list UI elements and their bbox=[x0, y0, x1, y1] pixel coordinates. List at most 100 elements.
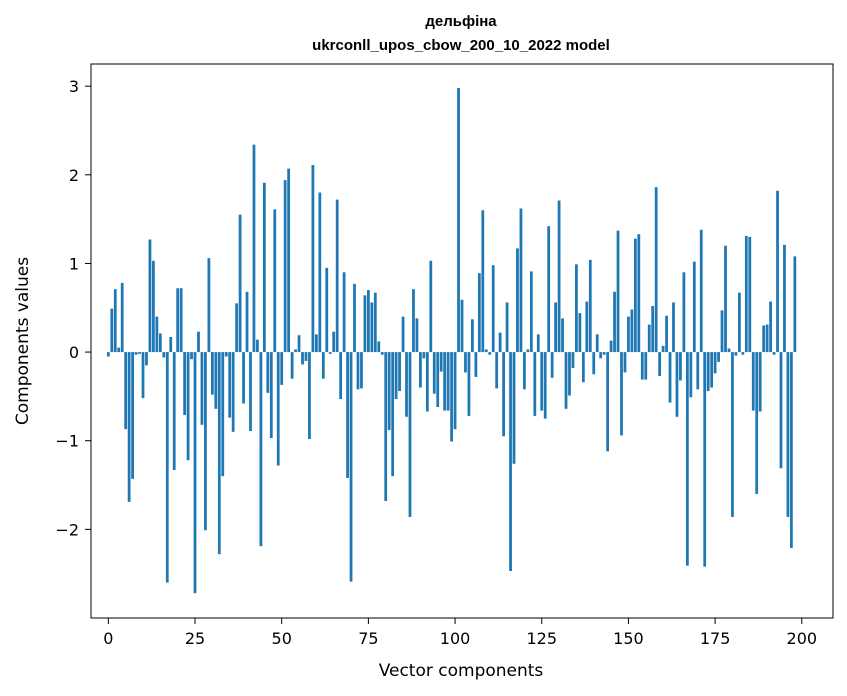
bar-component-123 bbox=[533, 352, 537, 416]
chart-title-line2: ukrconll_upos_cbow_200_10_2022 model bbox=[312, 37, 610, 54]
bar-component-22 bbox=[183, 352, 186, 416]
bar-component-100 bbox=[453, 352, 457, 430]
bar-component-150 bbox=[627, 316, 630, 353]
plot-frame bbox=[90, 63, 834, 619]
bar-component-183 bbox=[741, 352, 745, 355]
bar-component-112 bbox=[495, 352, 499, 389]
bar-component-173 bbox=[706, 352, 710, 392]
bar-component-7 bbox=[131, 352, 134, 479]
bar-component-103 bbox=[464, 352, 467, 373]
bar-component-77 bbox=[373, 292, 377, 353]
bar-component-43 bbox=[256, 339, 259, 353]
bar-component-90 bbox=[419, 352, 422, 388]
bar-component-108 bbox=[481, 210, 485, 353]
bar-component-55 bbox=[297, 335, 301, 353]
bar-component-63 bbox=[325, 267, 329, 353]
bar-component-44 bbox=[259, 352, 263, 547]
bar-component-136 bbox=[578, 313, 582, 353]
bar-component-195 bbox=[783, 244, 786, 353]
bar-component-17 bbox=[165, 352, 169, 583]
bar-component-65 bbox=[332, 331, 336, 353]
bar-component-97 bbox=[443, 352, 447, 411]
bar-component-60 bbox=[314, 334, 318, 353]
bar-component-25 bbox=[193, 352, 197, 594]
bar-component-29 bbox=[207, 258, 211, 353]
bar-component-5 bbox=[124, 352, 128, 430]
bar-component-64 bbox=[328, 352, 332, 354]
bar-component-138 bbox=[585, 301, 589, 353]
x-tick-label: 175 bbox=[700, 629, 731, 648]
bar-component-74 bbox=[363, 295, 367, 353]
bar-component-101 bbox=[457, 87, 460, 353]
bar-component-185 bbox=[748, 236, 752, 353]
bar-component-85 bbox=[401, 316, 405, 353]
x-tick-label: 100 bbox=[440, 629, 471, 648]
bar-component-27 bbox=[200, 352, 204, 425]
bar-component-133 bbox=[568, 352, 571, 396]
bar-component-162 bbox=[668, 352, 672, 403]
bar-component-56 bbox=[301, 352, 304, 365]
bar-component-86 bbox=[405, 352, 408, 417]
bar-component-91 bbox=[422, 352, 426, 359]
bar-component-66 bbox=[335, 199, 339, 353]
bar-component-10 bbox=[141, 352, 145, 399]
bar-component-47 bbox=[269, 352, 273, 439]
bar-component-52 bbox=[287, 168, 291, 353]
bar-component-161 bbox=[665, 315, 668, 353]
bar-component-130 bbox=[557, 200, 561, 353]
bar-component-159 bbox=[658, 352, 662, 377]
bar-component-172 bbox=[703, 352, 707, 567]
bar-component-178 bbox=[724, 245, 727, 353]
bar-component-2 bbox=[113, 289, 117, 353]
bar-component-33 bbox=[221, 352, 225, 477]
bar-component-93 bbox=[429, 260, 433, 353]
bar-component-54 bbox=[294, 349, 297, 353]
bar-component-40 bbox=[245, 291, 249, 353]
bar-component-88 bbox=[412, 289, 415, 353]
bar-component-12 bbox=[148, 239, 152, 353]
bar-component-127 bbox=[547, 226, 551, 353]
bar-component-37 bbox=[235, 303, 239, 353]
x-axis-label: Vector components bbox=[379, 661, 544, 681]
bar-component-15 bbox=[158, 333, 162, 353]
bar-component-9 bbox=[138, 352, 141, 354]
bar-component-155 bbox=[644, 352, 648, 380]
bar-component-95 bbox=[436, 352, 440, 408]
y-tick-label: −2 bbox=[55, 520, 79, 539]
bar-component-128 bbox=[550, 352, 554, 378]
bar-component-117 bbox=[512, 352, 516, 464]
bar-component-104 bbox=[467, 352, 471, 416]
bar-component-189 bbox=[762, 325, 766, 353]
bar-component-142 bbox=[599, 352, 603, 359]
chart-title-line1: дельфіна bbox=[425, 13, 497, 30]
y-tick-label: 3 bbox=[69, 77, 79, 96]
bar-component-92 bbox=[425, 352, 429, 412]
bar-component-143 bbox=[602, 352, 606, 355]
bar-component-62 bbox=[321, 352, 325, 379]
bar-component-6 bbox=[127, 352, 131, 502]
bar-component-113 bbox=[498, 332, 502, 353]
bar-component-87 bbox=[408, 352, 412, 517]
bar-component-140 bbox=[592, 352, 596, 375]
bar-component-70 bbox=[349, 352, 353, 582]
bar-component-14 bbox=[155, 316, 159, 353]
bar-component-84 bbox=[398, 352, 401, 392]
bar-component-51 bbox=[283, 180, 287, 353]
bar-component-175 bbox=[713, 352, 717, 374]
bar-component-176 bbox=[717, 352, 720, 362]
x-tick-label: 50 bbox=[272, 629, 292, 648]
bar-component-121 bbox=[526, 349, 530, 353]
bar-component-30 bbox=[210, 352, 214, 395]
bar-component-71 bbox=[353, 283, 356, 353]
y-tick-label: 1 bbox=[69, 254, 79, 273]
bar-component-151 bbox=[630, 309, 634, 353]
bar-component-171 bbox=[699, 229, 703, 353]
bar-component-31 bbox=[214, 352, 218, 409]
bar-component-109 bbox=[484, 349, 488, 353]
bar-component-154 bbox=[640, 352, 644, 380]
bar-component-23 bbox=[186, 352, 190, 461]
bar-component-36 bbox=[231, 352, 235, 432]
bar-component-16 bbox=[162, 352, 166, 358]
bar-component-197 bbox=[790, 352, 793, 548]
bar-component-145 bbox=[609, 340, 613, 353]
